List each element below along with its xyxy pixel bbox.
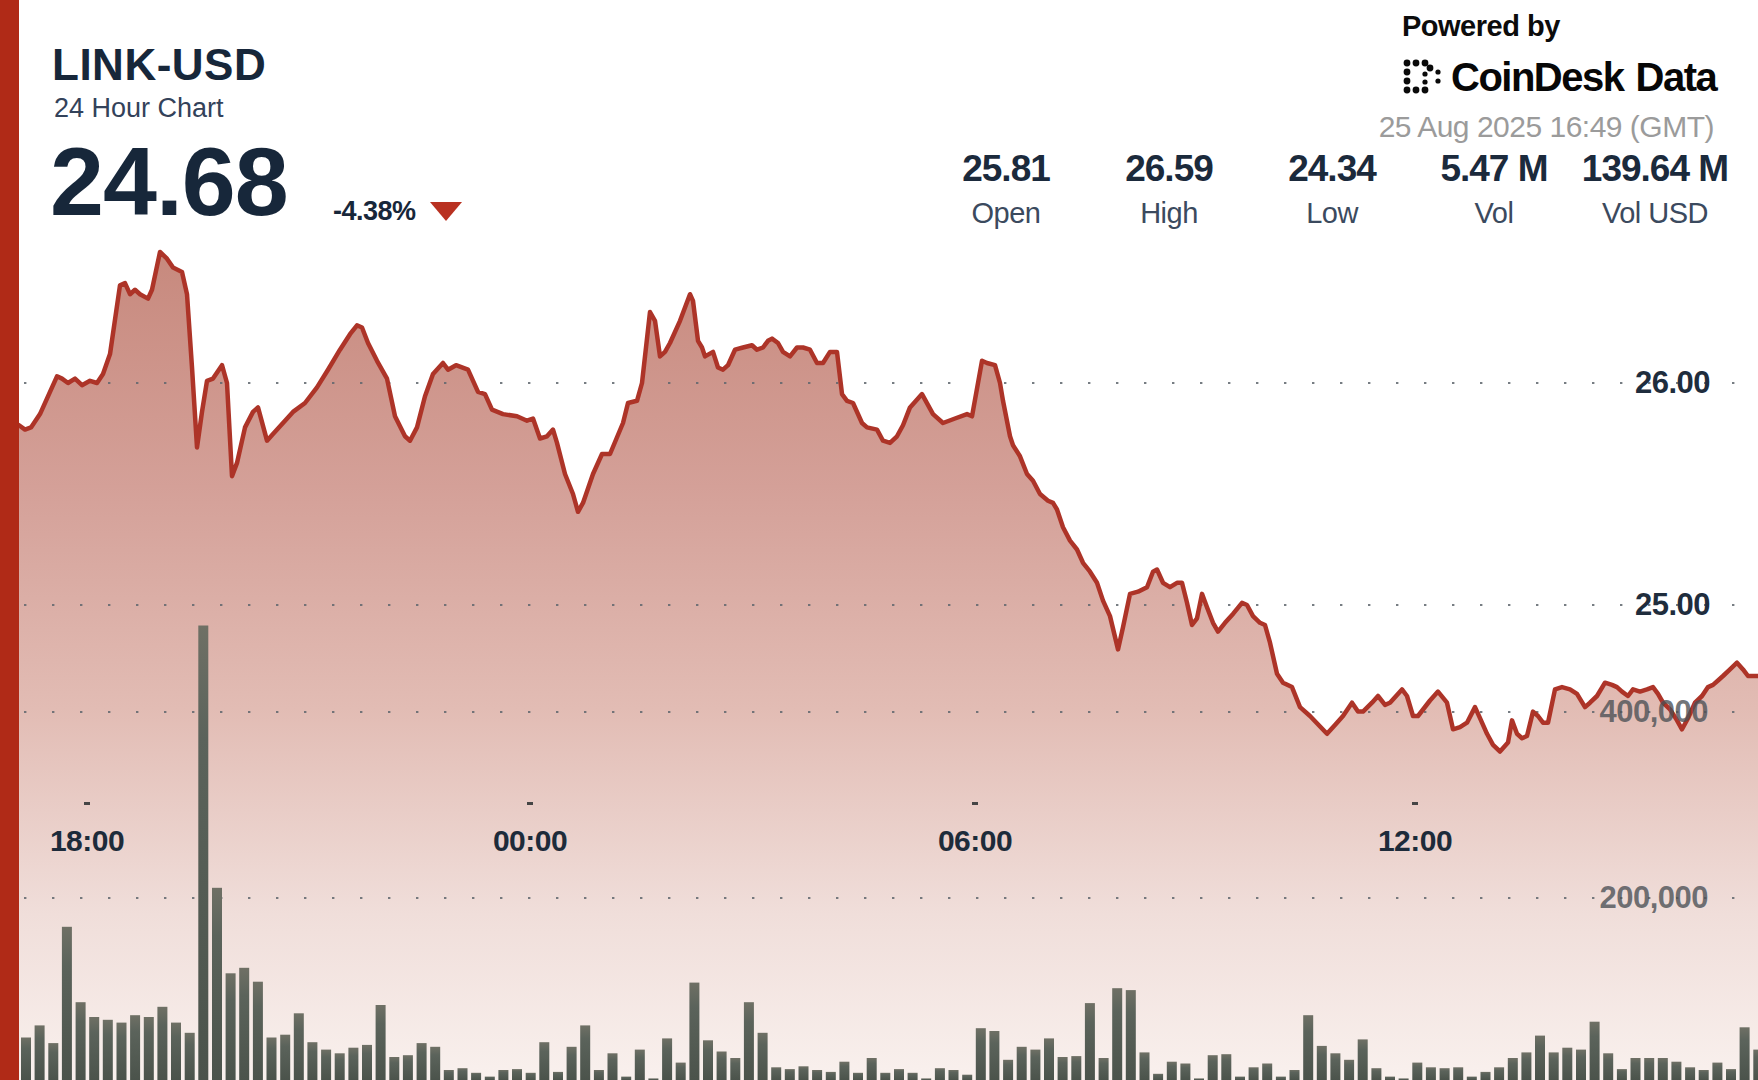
volume-axis-label-400k: 400,000 (1599, 694, 1708, 730)
stat-open-value: 25.81 (962, 148, 1050, 190)
price-axis-label-26: 26.00 (1635, 365, 1710, 401)
stat-vol-value: 5.47 M (1440, 148, 1547, 190)
link-usd-chart-page: LINK-USD 24 Hour Chart 24.68 -4.38% Powe… (0, 0, 1758, 1080)
timestamp: 25 Aug 2025 16:49 (GMT) (1379, 110, 1714, 144)
stat-vol-usd: 139.64 M Vol USD (1582, 148, 1728, 230)
stat-high: 26.59 High (1125, 148, 1213, 230)
left-accent-bar (0, 0, 19, 1080)
price-axis-label-25: 25.00 (1635, 587, 1710, 623)
x-axis-label-18: 18:00 (50, 824, 124, 858)
stat-open: 25.81 Open (962, 148, 1050, 230)
price-area-fill (19, 252, 1758, 1080)
stat-open-label: Open (962, 197, 1050, 230)
x-axis-label-06: 06:00 (938, 824, 1012, 858)
coindesk-brand: CoinDesk Data (1402, 55, 1716, 100)
price-change-row: -4.38% (333, 196, 462, 227)
stat-low-value: 24.34 (1288, 148, 1376, 190)
stat-vol-usd-value: 139.64 M (1582, 148, 1728, 190)
stat-low-label: Low (1288, 197, 1376, 230)
stat-vol-label: Vol (1440, 197, 1547, 230)
symbol-title: LINK-USD (52, 40, 266, 90)
down-triangle-icon (430, 202, 462, 221)
stat-vol: 5.47 M Vol (1440, 148, 1547, 230)
stat-low: 24.34 Low (1288, 148, 1376, 230)
volume-axis-label-200k: 200,000 (1599, 880, 1708, 916)
price-change-percent: -4.38% (333, 196, 416, 227)
coindesk-brand-data: Data (1636, 55, 1717, 100)
stat-high-label: High (1125, 197, 1213, 230)
current-price: 24.68 (50, 141, 288, 223)
stat-vol-usd-label: Vol USD (1582, 197, 1728, 230)
x-axis-label-12: 12:00 (1378, 824, 1452, 858)
stat-high-value: 26.59 (1125, 148, 1213, 190)
coindesk-brand-name: CoinDesk (1451, 55, 1624, 100)
powered-by-label: Powered by (1402, 10, 1560, 43)
coindesk-logo-icon (1402, 58, 1442, 98)
chart-subtitle: 24 Hour Chart (54, 93, 224, 124)
x-axis-label-00: 00:00 (493, 824, 567, 858)
